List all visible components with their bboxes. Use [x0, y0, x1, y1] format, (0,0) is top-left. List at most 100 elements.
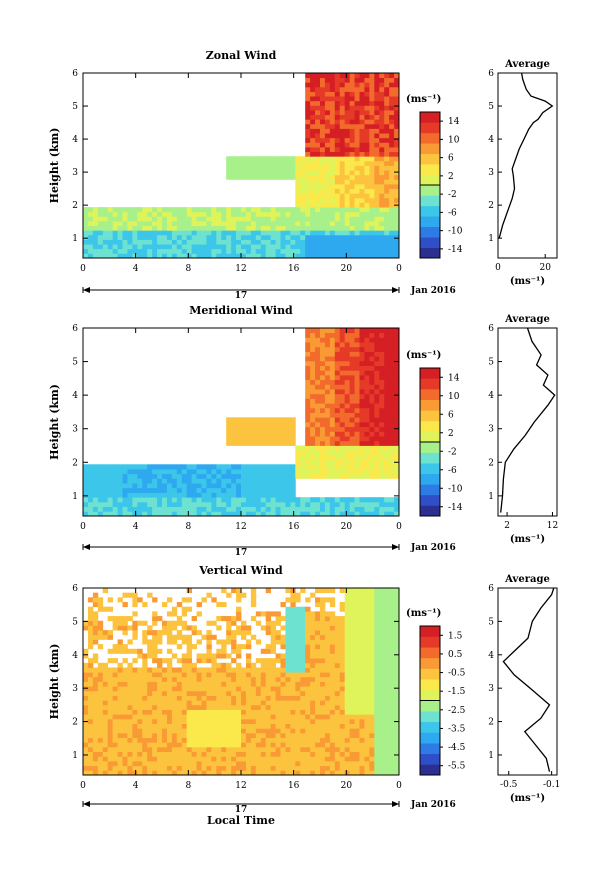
heatmap-cell: [132, 492, 138, 498]
heatmap-cell: [344, 110, 351, 116]
heatmap-cell: [389, 417, 395, 423]
heatmap-cell: [181, 742, 188, 748]
heatmap-cell: [315, 667, 321, 673]
heatmap-cell: [394, 469, 400, 475]
heatmap-cell: [295, 639, 301, 645]
heatmap-cell: [320, 91, 326, 97]
heatmap-cell: [176, 234, 183, 240]
heatmap-cell: [236, 506, 242, 512]
heatmap-cell: [231, 436, 237, 442]
heatmap-cell: [97, 681, 104, 687]
heatmap-cell: [236, 511, 242, 517]
heatmap-cell: [349, 681, 355, 687]
heatmap-cell: [83, 686, 89, 692]
heatmap-cell: [324, 351, 331, 357]
heatmap-cell: [364, 648, 370, 654]
heatmap-cell: [359, 690, 365, 696]
heatmap-cell: [92, 492, 99, 498]
heatmap-cell: [334, 616, 341, 622]
heatmap-cell: [226, 714, 232, 720]
heatmap-cell: [339, 667, 346, 673]
heatmap-cell: [255, 160, 262, 166]
heatmap-cell: [394, 165, 400, 171]
heatmap-cell: [369, 611, 375, 617]
heatmap-cell: [354, 445, 360, 451]
heatmap-cell: [112, 686, 118, 692]
heatmap-cell: [320, 332, 326, 338]
heatmap-cell: [152, 704, 158, 710]
average-x-tick-label: 2: [504, 521, 510, 531]
heatmap-cell: [320, 170, 326, 176]
heatmap-cell: [339, 760, 346, 767]
heatmap-cell: [92, 634, 99, 640]
heatmap-cell: [127, 728, 133, 734]
heatmap-cell: [394, 473, 400, 479]
heatmap-cell: [349, 207, 355, 213]
heatmap-cell: [329, 473, 336, 479]
heatmap-cell: [191, 765, 197, 771]
heatmap-cell: [162, 742, 168, 748]
heatmap-cell: [206, 714, 212, 720]
heatmap-cell: [369, 105, 375, 111]
heatmap-cell: [310, 440, 316, 446]
heatmap-cell: [364, 662, 370, 668]
heatmap-cell: [369, 239, 375, 245]
heatmap-cell: [142, 681, 148, 687]
heatmap-cell: [315, 422, 321, 428]
heatmap-cell: [122, 667, 128, 673]
heatmap-cell: [127, 681, 133, 687]
heatmap-cell: [349, 119, 355, 125]
heatmap-cell: [221, 765, 227, 771]
heatmap-cell: [359, 464, 365, 470]
heatmap-cell: [324, 123, 331, 129]
heatmap-cell: [206, 704, 212, 710]
heatmap-cell: [329, 737, 336, 743]
heatmap-cell: [137, 211, 143, 217]
heatmap-cell: [354, 384, 360, 390]
heatmap-cell: [315, 96, 321, 102]
heatmap-cell: [369, 639, 375, 645]
heatmap-cell: [329, 137, 336, 143]
heatmap-cell: [270, 690, 276, 696]
heatmap-cell: [384, 73, 390, 79]
heatmap-cell: [310, 464, 316, 470]
heatmap-cell: [359, 119, 365, 125]
heatmap-cell: [300, 464, 306, 470]
heatmap-cell: [285, 487, 291, 493]
heatmap-cell: [152, 648, 158, 654]
heatmap-cell: [226, 211, 232, 217]
heatmap-cell: [334, 110, 341, 116]
heatmap-cell: [374, 445, 380, 451]
heatmap-cell: [152, 667, 158, 673]
heatmap-cell: [379, 123, 385, 129]
heatmap-cell: [92, 672, 99, 678]
heatmap-cell: [369, 426, 375, 432]
heatmap-cell: [186, 483, 193, 489]
heatmap-cell: [265, 690, 272, 696]
heatmap-cell: [374, 239, 380, 245]
heatmap-cell: [127, 765, 133, 771]
heatmap-cell: [270, 239, 276, 245]
heatmap-cell: [260, 506, 267, 512]
heatmap-cell: [394, 704, 400, 710]
heatmap-cell: [280, 662, 286, 668]
heatmap-cell: [389, 119, 395, 125]
heatmap-cell: [265, 156, 272, 162]
heatmap-cell: [152, 644, 158, 650]
heatmap-cell: [206, 483, 212, 489]
heatmap-cell: [216, 483, 222, 489]
heatmap-cell: [300, 686, 306, 692]
heatmap-cell: [87, 695, 94, 701]
heatmap-cell: [186, 634, 193, 640]
heatmap-cell: [231, 492, 237, 498]
heatmap-cell: [152, 483, 158, 489]
heatmap-cell: [384, 398, 390, 404]
heatmap-cell: [280, 497, 286, 503]
heatmap-cell: [117, 469, 123, 475]
heatmap-cell: [369, 653, 375, 659]
heatmap-cell: [270, 770, 276, 776]
heatmap-cell: [83, 234, 89, 240]
heatmap-cell: [310, 653, 316, 659]
heatmap-cell: [162, 216, 168, 222]
heatmap-cell: [166, 723, 173, 729]
